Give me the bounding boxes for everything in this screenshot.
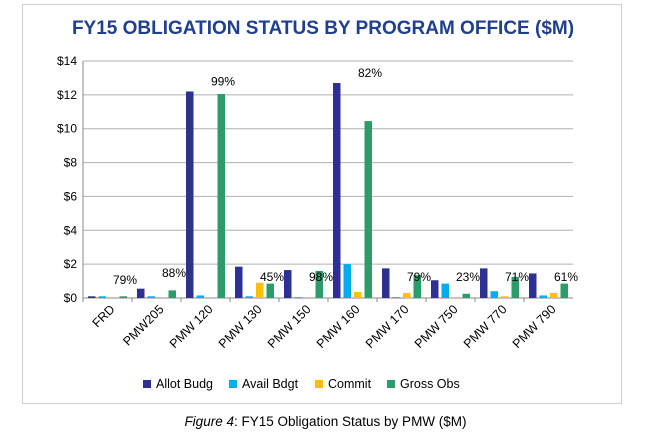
category-label: PMW 120 (167, 302, 216, 351)
bar-allot-budg (235, 266, 243, 298)
legend-swatch (387, 380, 395, 388)
legend-swatch (315, 380, 323, 388)
legend-label: Avail Bdgt (242, 377, 299, 391)
bar-avail-bdgt (392, 297, 400, 298)
percent-label: 79% (407, 270, 431, 284)
obligation-chart: FY15 OBLIGATION STATUS BY PROGRAM OFFICE… (57, 18, 578, 391)
y-tick-label: $12 (57, 88, 77, 102)
percent-label: 61% (554, 270, 578, 284)
y-tick-label: $10 (57, 122, 77, 136)
chart-title: FY15 OBLIGATION STATUS BY PROGRAM OFFICE… (72, 18, 574, 39)
bar-allot-budg (382, 268, 390, 298)
category-label: PMW 750 (412, 302, 461, 351)
bar-commit (256, 282, 264, 298)
percent-label: 23% (456, 270, 480, 284)
bar-avail-bdgt (490, 291, 498, 298)
y-tick-label: $14 (57, 54, 77, 68)
bar-gross-obs (413, 275, 421, 298)
bar-avail-bdgt (294, 297, 302, 298)
bar-avail-bdgt (98, 296, 106, 298)
y-tick-label: $0 (64, 291, 78, 305)
bar-avail-bdgt (147, 296, 155, 298)
legend-swatch (143, 380, 151, 388)
category-label: PMW 770 (461, 302, 510, 351)
percent-label: 71% (505, 270, 529, 284)
percent-label: 99% (211, 74, 235, 88)
bar-commit (354, 292, 362, 298)
bar-avail-bdgt (196, 295, 204, 298)
percent-label: 98% (309, 270, 333, 284)
bar-gross-obs (560, 283, 568, 298)
category-label: PMW 170 (363, 302, 412, 351)
bar-gross-obs (168, 290, 176, 298)
bar-commit (452, 297, 460, 298)
chart-frame: FY15 OBLIGATION STATUS BY PROGRAM OFFICE… (22, 4, 622, 404)
bar-allot-budg (333, 83, 341, 298)
bar-gross-obs (462, 293, 470, 298)
bar-allot-budg (284, 270, 292, 298)
y-tick-label: $4 (64, 223, 78, 237)
percent-label: 79% (113, 273, 137, 287)
category-label: FRD (90, 302, 118, 330)
bar-allot-budg (88, 296, 96, 298)
percent-label: 88% (162, 266, 186, 280)
bar-avail-bdgt (245, 296, 253, 298)
bar-commit (501, 296, 509, 298)
caption-figure-number: Figure 4 (184, 414, 234, 429)
bar-commit (403, 292, 411, 298)
percent-label: 45% (260, 270, 284, 284)
category-label: PMW 130 (216, 302, 265, 351)
bar-gross-obs (315, 270, 323, 298)
y-tick-label: $8 (64, 156, 78, 170)
bar-gross-obs (364, 121, 372, 298)
legend-label: Gross Obs (400, 377, 460, 391)
caption-text: : FY15 Obligation Status by PMW ($M) (233, 414, 467, 429)
bar-commit (550, 292, 558, 298)
bar-avail-bdgt (343, 264, 351, 298)
category-label: PMW 790 (510, 302, 559, 351)
bar-avail-bdgt (441, 283, 449, 298)
figure-caption: Figure 4: FY15 Obligation Status by PMW … (0, 414, 651, 429)
bar-avail-bdgt (539, 295, 547, 298)
bar-allot-budg (480, 268, 488, 298)
category-label: PMW205 (120, 302, 166, 348)
y-tick-label: $2 (64, 257, 78, 271)
percent-label: 82% (358, 66, 382, 80)
bar-allot-budg (431, 280, 439, 298)
bar-gross-obs (119, 296, 127, 298)
y-tick-label: $6 (64, 189, 78, 203)
bar-gross-obs (266, 283, 274, 298)
legend-swatch (229, 380, 237, 388)
legend-label: Allot Budg (156, 377, 213, 391)
legend-label: Commit (328, 377, 372, 391)
bar-gross-obs (217, 94, 225, 298)
bar-allot-budg (137, 288, 145, 298)
category-label: PMW 150 (265, 302, 314, 351)
bar-allot-budg (529, 273, 537, 298)
bar-gross-obs (511, 276, 519, 298)
category-label: PMW 160 (314, 302, 363, 351)
bar-allot-budg (186, 91, 194, 298)
